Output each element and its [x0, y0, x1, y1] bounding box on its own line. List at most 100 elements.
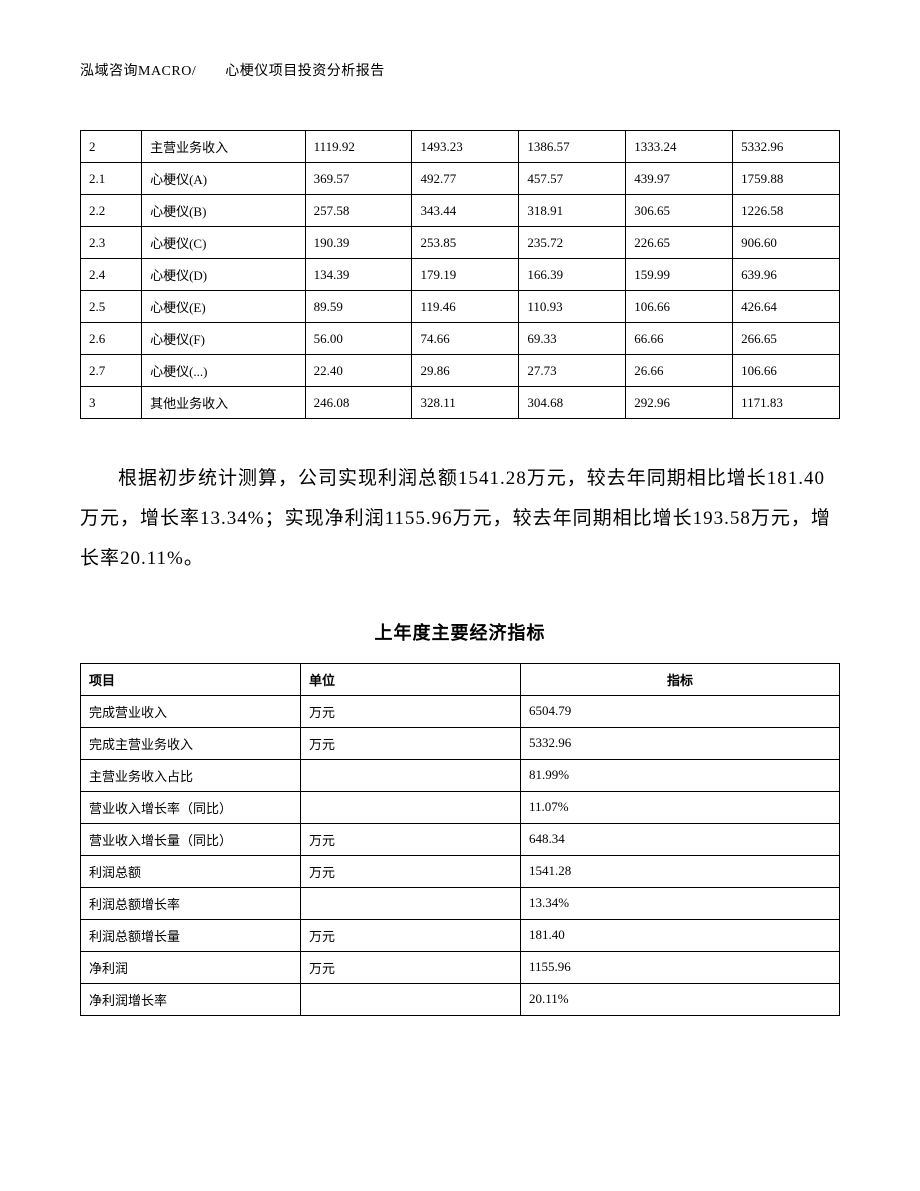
table-row: 净利润 万元 1155.96 [81, 951, 840, 983]
cell-item: 利润总额增长率 [81, 887, 301, 919]
cell-name: 心梗仪(B) [142, 195, 306, 227]
table-header-row: 项目 单位 指标 [81, 663, 840, 695]
cell-idx: 2.7 [81, 355, 142, 387]
cell-value: 235.72 [519, 227, 626, 259]
table-row: 2.5 心梗仪(E) 89.59 119.46 110.93 106.66 42… [81, 291, 840, 323]
cell-value: 81.99% [521, 759, 840, 791]
revenue-breakdown-table: 2 主营业务收入 1119.92 1493.23 1386.57 1333.24… [80, 130, 840, 419]
cell-value: 328.11 [412, 387, 519, 419]
cell-value: 369.57 [305, 163, 412, 195]
col-header-value: 指标 [521, 663, 840, 695]
cell-value: 1541.28 [521, 855, 840, 887]
cell-unit: 万元 [301, 919, 521, 951]
cell-value: 106.66 [626, 291, 733, 323]
cell-name: 心梗仪(C) [142, 227, 306, 259]
cell-value: 13.34% [521, 887, 840, 919]
table2-head: 项目 单位 指标 [81, 663, 840, 695]
table-row: 2.4 心梗仪(D) 134.39 179.19 166.39 159.99 6… [81, 259, 840, 291]
cell-value: 1119.92 [305, 131, 412, 163]
cell-idx: 2.3 [81, 227, 142, 259]
col-header-unit: 单位 [301, 663, 521, 695]
cell-value: 246.08 [305, 387, 412, 419]
cell-unit [301, 887, 521, 919]
cell-idx: 2.1 [81, 163, 142, 195]
cell-item: 利润总额 [81, 855, 301, 887]
table-row: 完成主营业务收入 万元 5332.96 [81, 727, 840, 759]
cell-value: 74.66 [412, 323, 519, 355]
cell-name: 心梗仪(...) [142, 355, 306, 387]
cell-value: 29.86 [412, 355, 519, 387]
cell-value: 1226.58 [733, 195, 840, 227]
cell-value: 304.68 [519, 387, 626, 419]
cell-value: 1759.88 [733, 163, 840, 195]
col-header-item: 项目 [81, 663, 301, 695]
cell-value: 318.91 [519, 195, 626, 227]
cell-item: 营业收入增长量（同比） [81, 823, 301, 855]
cell-value: 181.40 [521, 919, 840, 951]
cell-value: 648.34 [521, 823, 840, 855]
cell-value: 190.39 [305, 227, 412, 259]
cell-name: 心梗仪(D) [142, 259, 306, 291]
cell-value: 639.96 [733, 259, 840, 291]
summary-paragraph: 根据初步统计测算，公司实现利润总额1541.28万元，较去年同期相比增长181.… [80, 459, 840, 579]
cell-value: 457.57 [519, 163, 626, 195]
cell-value: 292.96 [626, 387, 733, 419]
cell-unit: 万元 [301, 727, 521, 759]
cell-value: 492.77 [412, 163, 519, 195]
cell-idx: 2.4 [81, 259, 142, 291]
table-row: 净利润增长率 20.11% [81, 983, 840, 1015]
table2-title: 上年度主要经济指标 [80, 619, 840, 645]
cell-idx: 2.2 [81, 195, 142, 227]
cell-idx: 3 [81, 387, 142, 419]
cell-item: 完成主营业务收入 [81, 727, 301, 759]
cell-value: 110.93 [519, 291, 626, 323]
table-row: 完成营业收入 万元 6504.79 [81, 695, 840, 727]
table2-body: 完成营业收入 万元 6504.79 完成主营业务收入 万元 5332.96 主营… [81, 695, 840, 1015]
cell-unit: 万元 [301, 695, 521, 727]
cell-idx: 2.6 [81, 323, 142, 355]
table1-body: 2 主营业务收入 1119.92 1493.23 1386.57 1333.24… [81, 131, 840, 419]
cell-item: 营业收入增长率（同比） [81, 791, 301, 823]
cell-value: 27.73 [519, 355, 626, 387]
cell-unit: 万元 [301, 951, 521, 983]
cell-value: 426.64 [733, 291, 840, 323]
cell-value: 119.46 [412, 291, 519, 323]
cell-value: 20.11% [521, 983, 840, 1015]
cell-value: 89.59 [305, 291, 412, 323]
cell-value: 906.60 [733, 227, 840, 259]
cell-value: 306.65 [626, 195, 733, 227]
cell-unit [301, 759, 521, 791]
table-row: 利润总额增长量 万元 181.40 [81, 919, 840, 951]
cell-unit: 万元 [301, 823, 521, 855]
cell-value: 1171.83 [733, 387, 840, 419]
table-row: 营业收入增长率（同比） 11.07% [81, 791, 840, 823]
cell-value: 5332.96 [733, 131, 840, 163]
cell-unit [301, 791, 521, 823]
cell-value: 266.65 [733, 323, 840, 355]
page-header: 泓域咨询MACRO/ 心梗仪项目投资分析报告 [80, 60, 840, 80]
table-row: 2 主营业务收入 1119.92 1493.23 1386.57 1333.24… [81, 131, 840, 163]
cell-name: 心梗仪(A) [142, 163, 306, 195]
cell-value: 5332.96 [521, 727, 840, 759]
cell-value: 1155.96 [521, 951, 840, 983]
cell-value: 1386.57 [519, 131, 626, 163]
cell-value: 6504.79 [521, 695, 840, 727]
table-row: 2.2 心梗仪(B) 257.58 343.44 318.91 306.65 1… [81, 195, 840, 227]
cell-value: 106.66 [733, 355, 840, 387]
table-row: 利润总额 万元 1541.28 [81, 855, 840, 887]
table-row: 利润总额增长率 13.34% [81, 887, 840, 919]
cell-name: 心梗仪(F) [142, 323, 306, 355]
cell-value: 343.44 [412, 195, 519, 227]
cell-value: 69.33 [519, 323, 626, 355]
table-row: 主营业务收入占比 81.99% [81, 759, 840, 791]
cell-value: 257.58 [305, 195, 412, 227]
cell-value: 226.65 [626, 227, 733, 259]
table-row: 2.1 心梗仪(A) 369.57 492.77 457.57 439.97 1… [81, 163, 840, 195]
cell-unit: 万元 [301, 855, 521, 887]
table-row: 2.7 心梗仪(...) 22.40 29.86 27.73 26.66 106… [81, 355, 840, 387]
cell-name: 主营业务收入 [142, 131, 306, 163]
cell-value: 1493.23 [412, 131, 519, 163]
economic-indicators-table: 项目 单位 指标 完成营业收入 万元 6504.79 完成主营业务收入 万元 5… [80, 663, 840, 1016]
cell-value: 179.19 [412, 259, 519, 291]
cell-value: 166.39 [519, 259, 626, 291]
